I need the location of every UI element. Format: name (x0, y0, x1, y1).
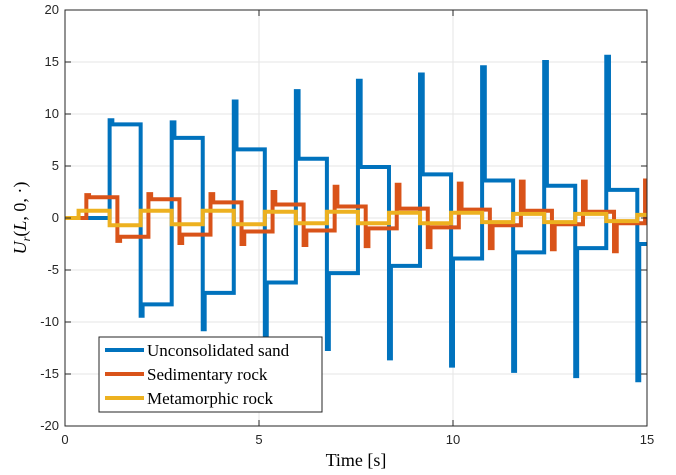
legend-label: Sedimentary rock (147, 365, 268, 384)
series-line-unconsolidated-sand (65, 54, 647, 383)
x-tick-label: 15 (640, 432, 654, 447)
x-tick-label: 10 (446, 432, 460, 447)
legend-label: Metamorphic rock (147, 389, 274, 408)
y-tick-label: 5 (52, 158, 59, 173)
legend-label: Unconsolidated sand (147, 341, 290, 360)
y-tick-label: 15 (45, 54, 59, 69)
y-tick-label: 20 (45, 2, 59, 17)
y-tick-label: -20 (40, 418, 59, 433)
series-line-metamorphic-rock (65, 208, 647, 228)
series-layer (65, 54, 647, 383)
y-axis-label: Ur(L, 0, ·) (10, 182, 33, 255)
legend: Unconsolidated sand Sedimentary rock Metam… (98, 336, 323, 413)
x-axis-label: Time [s] (326, 450, 387, 470)
y-tick-label: 0 (52, 210, 59, 225)
tick-labels: 0 5 10 15 -20 -15 -10 -5 0 5 10 15 20 (40, 2, 654, 447)
series-line-sedimentary-rock (65, 178, 647, 254)
x-tick-label: 0 (61, 432, 68, 447)
x-tick-label: 5 (255, 432, 262, 447)
y-tick-label: -5 (47, 262, 59, 277)
tick-marks (64, 9, 648, 427)
y-tick-label: -10 (40, 314, 59, 329)
y-tick-label: 10 (45, 106, 59, 121)
y-tick-label: -15 (40, 366, 59, 381)
